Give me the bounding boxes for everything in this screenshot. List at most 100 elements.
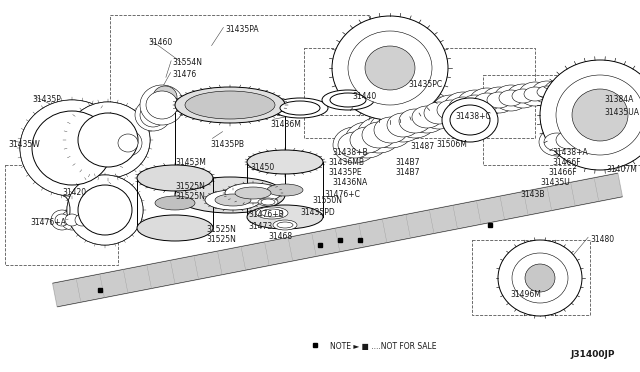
Ellipse shape — [338, 132, 372, 158]
Ellipse shape — [140, 85, 184, 125]
Ellipse shape — [387, 113, 419, 137]
Ellipse shape — [462, 95, 488, 113]
Ellipse shape — [450, 105, 490, 135]
Ellipse shape — [569, 129, 593, 145]
Text: 31525N: 31525N — [206, 225, 236, 234]
Ellipse shape — [135, 99, 171, 131]
Text: 31473: 31473 — [248, 222, 272, 231]
Ellipse shape — [272, 98, 328, 118]
Text: 31436MB: 31436MB — [328, 158, 364, 167]
Ellipse shape — [369, 112, 413, 148]
Ellipse shape — [374, 117, 408, 143]
Text: 31525N: 31525N — [175, 192, 205, 201]
Ellipse shape — [482, 87, 516, 113]
Text: 31435PB: 31435PB — [210, 140, 244, 149]
Text: 31468: 31468 — [268, 232, 292, 241]
Ellipse shape — [498, 240, 582, 316]
Ellipse shape — [67, 175, 143, 245]
Ellipse shape — [175, 177, 285, 213]
Ellipse shape — [280, 101, 320, 115]
Text: 31466F: 31466F — [552, 158, 580, 167]
Ellipse shape — [20, 100, 124, 196]
Ellipse shape — [424, 102, 454, 124]
Ellipse shape — [215, 194, 251, 206]
Text: 31476: 31476 — [172, 70, 196, 79]
Ellipse shape — [261, 209, 283, 217]
Ellipse shape — [118, 134, 138, 152]
Ellipse shape — [345, 122, 389, 158]
Text: 31506M: 31506M — [436, 140, 467, 149]
Ellipse shape — [544, 133, 570, 151]
Ellipse shape — [499, 90, 523, 106]
Ellipse shape — [432, 95, 470, 125]
Ellipse shape — [65, 214, 79, 226]
Ellipse shape — [551, 126, 587, 154]
Text: 3143B: 3143B — [520, 190, 545, 199]
Ellipse shape — [512, 89, 534, 103]
Text: 31435PE: 31435PE — [328, 168, 362, 177]
Ellipse shape — [589, 119, 621, 143]
Ellipse shape — [544, 80, 574, 102]
Text: 31554N: 31554N — [172, 58, 202, 67]
Ellipse shape — [525, 264, 555, 292]
Ellipse shape — [556, 131, 582, 149]
Ellipse shape — [78, 113, 138, 167]
Ellipse shape — [539, 128, 575, 156]
Ellipse shape — [333, 127, 377, 163]
Ellipse shape — [581, 126, 605, 142]
Ellipse shape — [365, 46, 415, 90]
Ellipse shape — [540, 60, 640, 170]
Ellipse shape — [594, 124, 616, 138]
Ellipse shape — [205, 190, 261, 210]
Bar — [5, 165, 118, 265]
Ellipse shape — [412, 106, 442, 128]
Polygon shape — [52, 173, 622, 307]
Ellipse shape — [519, 82, 551, 106]
Ellipse shape — [442, 98, 498, 142]
Ellipse shape — [225, 183, 281, 203]
Text: 31436NA: 31436NA — [332, 178, 367, 187]
Ellipse shape — [576, 121, 610, 147]
Ellipse shape — [235, 187, 271, 199]
Bar — [304, 48, 535, 138]
Text: 31420: 31420 — [62, 188, 86, 197]
Ellipse shape — [61, 210, 83, 230]
Ellipse shape — [175, 87, 285, 123]
Text: 31476+C: 31476+C — [324, 190, 360, 199]
Ellipse shape — [549, 85, 569, 97]
Ellipse shape — [357, 117, 401, 153]
Ellipse shape — [332, 16, 448, 120]
Bar — [110, 15, 370, 115]
Ellipse shape — [51, 210, 73, 230]
Bar — [483, 75, 640, 165]
Ellipse shape — [146, 91, 178, 119]
Text: 31435UA: 31435UA — [604, 108, 639, 117]
Ellipse shape — [512, 253, 568, 303]
Ellipse shape — [78, 185, 132, 235]
Ellipse shape — [399, 109, 431, 133]
Ellipse shape — [267, 184, 303, 196]
Text: 31525N: 31525N — [175, 182, 205, 191]
Text: 31407M: 31407M — [606, 165, 637, 174]
Text: 31525N: 31525N — [206, 235, 236, 244]
Ellipse shape — [494, 85, 528, 111]
Ellipse shape — [537, 86, 557, 98]
Text: 31487: 31487 — [410, 142, 434, 151]
Ellipse shape — [140, 103, 166, 127]
Ellipse shape — [350, 127, 384, 153]
Ellipse shape — [185, 91, 275, 119]
Ellipse shape — [457, 90, 493, 118]
Ellipse shape — [362, 122, 396, 148]
Text: 314B7: 314B7 — [395, 168, 419, 177]
Text: 31438+B: 31438+B — [332, 148, 367, 157]
Ellipse shape — [258, 198, 278, 206]
Text: 31435W: 31435W — [8, 140, 40, 149]
Ellipse shape — [256, 207, 288, 219]
Ellipse shape — [437, 100, 465, 120]
Text: 314B7: 314B7 — [395, 158, 419, 167]
Ellipse shape — [556, 75, 640, 155]
Ellipse shape — [273, 220, 297, 230]
Ellipse shape — [382, 108, 424, 142]
Text: 31476+B: 31476+B — [248, 210, 284, 219]
Ellipse shape — [419, 97, 459, 129]
